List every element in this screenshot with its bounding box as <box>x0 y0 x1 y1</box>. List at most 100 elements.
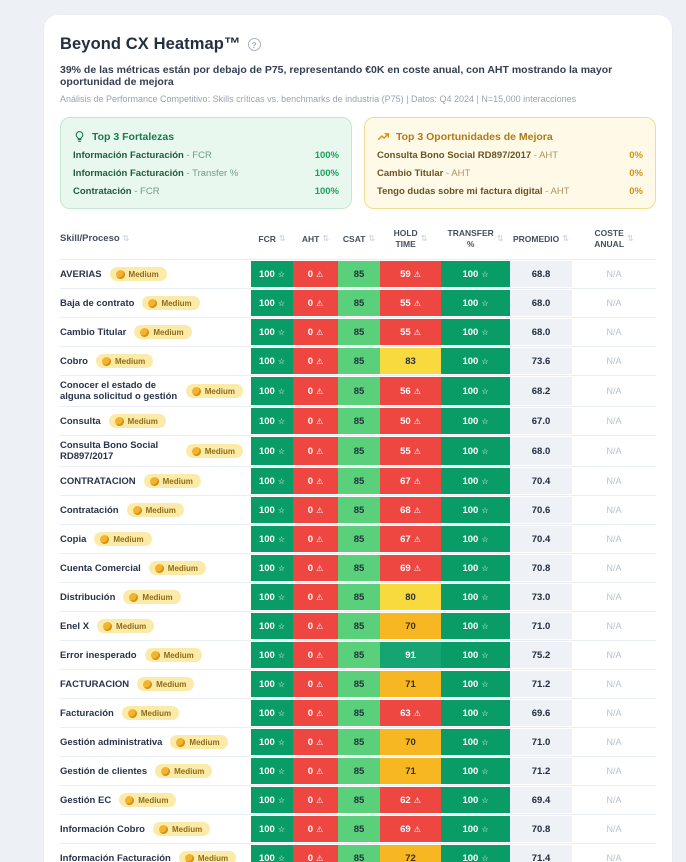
sort-icon[interactable]: ⇅ <box>562 233 569 243</box>
star-icon: ☆ <box>277 298 286 308</box>
sort-icon[interactable]: ⇅ <box>627 233 634 243</box>
metric-cell-transfer: 100 ☆ <box>441 699 510 728</box>
coste-anual-cell: N/A <box>606 416 622 427</box>
coin-icon <box>115 269 125 279</box>
column-header-coste-anual[interactable]: COSTE ANUAL ⇅ <box>572 228 656 250</box>
priority-badge-label: Medium <box>197 853 229 862</box>
star-icon: ☆ <box>481 679 489 689</box>
warning-icon: ⚠ <box>316 795 324 805</box>
priority-badge: Medium <box>144 648 202 663</box>
metric-cell-fcr: 100 ☆ <box>251 347 293 376</box>
skill-name: Baja de contrato <box>60 297 135 309</box>
metric-value: 85 <box>353 415 365 427</box>
metric-value: 100 <box>462 475 479 487</box>
metric-cell-transfer: 100 ☆ <box>441 376 510 407</box>
column-header-aht[interactable]: AHT ⇅ <box>293 234 338 245</box>
table-row: Error inesperado Medium 100 ☆ 0 ⚠ 85 91 100 ☆ 75.2… <box>60 640 656 670</box>
panel-item-metric: - AHT <box>542 186 570 197</box>
promedio-cell: 70.4 <box>510 525 572 554</box>
metric-cell-aht: 0 ⚠ <box>293 376 338 407</box>
skill-cell: Consulta Bono Social RD897/2017 Medium <box>60 436 251 466</box>
metric-value: 0 <box>307 794 314 806</box>
column-header-transfer-[interactable]: TRANSFER % ⇅ <box>441 228 510 250</box>
promedio-cell: 68.2 <box>510 376 572 407</box>
opportunity-item: Consulta Bono Social RD897/2017 - AHT 0% <box>377 150 643 161</box>
strength-item: Información Facturación - FCR 100% <box>73 150 339 161</box>
coin-icon <box>100 534 110 544</box>
skill-name: Gestión de clientes <box>60 765 148 777</box>
column-header-label: CSAT <box>342 233 366 244</box>
metric-value: 100 <box>462 504 479 516</box>
promedio-cell: 68.0 <box>510 318 572 347</box>
panel-item-metric: - FCR <box>183 150 212 161</box>
table-row: Cobro Medium 100 ☆ 0 ⚠ 85 83 100 ☆ 73.6 N/A <box>60 346 656 376</box>
metric-cell-transfer: 100 ☆ <box>441 496 510 525</box>
sort-icon[interactable]: ⇅ <box>368 233 376 243</box>
table-header: Skill/Proceso ⇅ FCR ⇅ AHT ⇅ CSAT ⇅ HOLD TIME ⇅ TRA… <box>60 222 656 259</box>
promedio-cell: 71.4 <box>510 844 572 862</box>
priority-badge-label: Medium <box>138 795 169 805</box>
metric-cell-transfer: 100 ☆ <box>441 436 510 467</box>
sort-icon[interactable]: ⇅ <box>122 233 130 243</box>
coste-anual-cell: N/A <box>606 505 622 516</box>
star-icon: ☆ <box>277 327 286 337</box>
metric-value: 100 <box>258 268 275 280</box>
table-row: Gestión EC Medium 100 ☆ 0 ⚠ 85 62 ⚠ 100 ☆ 69.4 N/A <box>60 785 656 815</box>
promedio-cell: 71.0 <box>510 728 572 757</box>
strengths-title: Top 3 Fortalezas <box>92 130 175 143</box>
column-header-promedio[interactable]: PROMEDIO ⇅ <box>510 234 572 245</box>
panel-item-skill: Tengo dudas sobre mi factura digital <box>377 186 543 197</box>
coste-anual-cell: N/A <box>606 534 622 545</box>
warning-icon: ⚠ <box>413 563 421 573</box>
info-icon[interactable]: ? <box>247 38 261 51</box>
sort-icon[interactable]: ⇅ <box>278 233 286 243</box>
coste-anual-cell: N/A <box>606 476 622 487</box>
metric-cell-fcr: 100 ☆ <box>251 289 293 318</box>
skill-cell: Baja de contrato Medium <box>60 289 251 317</box>
sort-icon[interactable]: ⇅ <box>496 233 504 243</box>
star-icon: ☆ <box>277 356 286 366</box>
star-icon: ☆ <box>481 416 489 426</box>
table-row: Contratación Medium 100 ☆ 0 ⚠ 85 68 ⚠ 100 ☆ 70.6 N/A <box>60 495 656 525</box>
table-row: Enel X Medium 100 ☆ 0 ⚠ 85 70 100 ☆ 71.0 N/A <box>60 611 656 641</box>
metric-value: 100 <box>258 736 275 748</box>
star-icon: ☆ <box>277 269 286 279</box>
metric-value: 85 <box>353 823 365 835</box>
column-header-skill-proceso[interactable]: Skill/Proceso ⇅ <box>60 233 251 245</box>
skill-name: Enel X <box>60 620 90 632</box>
column-header-hold-time[interactable]: HOLD TIME ⇅ <box>380 228 441 250</box>
metric-cell-hold-time: 56 ⚠ <box>380 376 441 407</box>
metric-cell-fcr: 100 ☆ <box>251 757 293 786</box>
strengths-panel: Top 3 Fortalezas Información Facturación… <box>60 117 352 209</box>
metric-cell-csat: 85 <box>338 347 380 376</box>
metric-value: 55 <box>400 297 411 309</box>
priority-badge: Medium <box>148 561 207 576</box>
metric-cell-transfer: 100 ☆ <box>441 641 510 670</box>
sort-icon[interactable]: ⇅ <box>322 233 330 243</box>
panel-item-value: 0% <box>629 168 643 179</box>
promedio-cell: 71.0 <box>510 612 572 641</box>
sort-icon[interactable]: ⇅ <box>420 233 428 243</box>
skill-cell: Error inesperado Medium <box>60 641 251 669</box>
metric-cell-hold-time: 63 ⚠ <box>380 699 441 728</box>
priority-badge-label: Medium <box>142 592 173 602</box>
priority-badge: Medium <box>97 619 155 634</box>
metric-cell-hold-time: 68 ⚠ <box>380 496 441 525</box>
coin-icon <box>143 679 153 689</box>
column-header-fcr[interactable]: FCR ⇅ <box>251 234 293 245</box>
star-icon: ☆ <box>481 505 489 515</box>
metric-value: 100 <box>258 385 275 397</box>
opportunity-item: Cambio Titular - AHT 0% <box>377 168 643 179</box>
priority-badge-label: Medium <box>161 298 192 308</box>
column-header-csat[interactable]: CSAT ⇅ <box>338 234 380 245</box>
skill-cell: Contratación Medium <box>60 496 251 524</box>
metric-cell-aht: 0 ⚠ <box>293 496 338 525</box>
metric-cell-csat: 85 <box>338 407 380 436</box>
coste-anual-cell: N/A <box>606 679 622 690</box>
strength-item: Contratación - FCR 100% <box>73 186 339 197</box>
priority-badge: Medium <box>137 677 195 692</box>
metric-value: 67 <box>400 533 411 545</box>
warning-icon: ⚠ <box>316 592 324 602</box>
metric-value: 83 <box>405 355 416 367</box>
metric-cell-hold-time: 91 <box>380 641 441 670</box>
